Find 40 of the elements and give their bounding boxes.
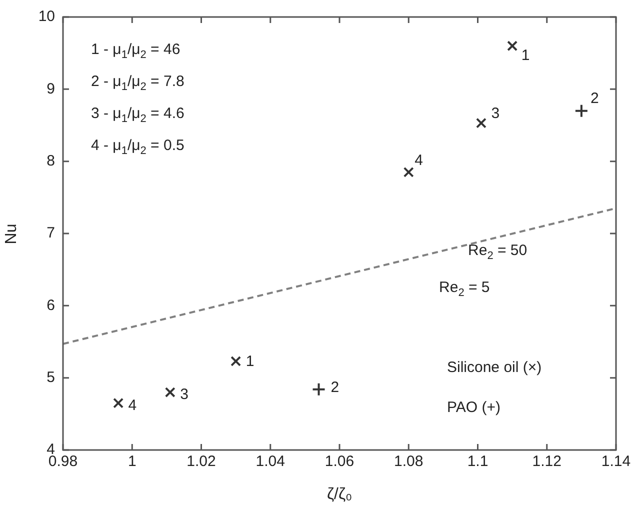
- annotation: 4: [128, 396, 137, 414]
- point: [164, 387, 176, 398]
- x-tick-label: 1.02: [186, 453, 216, 470]
- annotation: 2 - μ$_{1}$/μ$_{2}$ = 7.8: [91, 72, 184, 92]
- annotation: 3: [491, 104, 500, 122]
- y-tick-label: 7: [46, 224, 55, 242]
- x-tick-label: 1: [128, 453, 136, 470]
- annotation: 4: [414, 152, 423, 169]
- x-tick-label: 1.04: [256, 453, 285, 470]
- x-tick-label: 1.08: [394, 453, 424, 470]
- x-tick-label: 1.14: [601, 453, 631, 470]
- y-tick-label: 8: [46, 152, 55, 170]
- annotation: 3 - μ$_{1}$/μ$_{2}$ = 4.6: [91, 104, 184, 124]
- y-tick-label: 5: [46, 368, 55, 386]
- point: [507, 40, 518, 52]
- annotation: Silicone oil (×): [447, 358, 542, 376]
- annotation: 1 - μ$_{1}$/μ$_{2}$ = 46: [91, 40, 180, 60]
- annotation: Re$_{2}$ = 5: [439, 278, 490, 298]
- annotation: Re$_{2}$ = 50: [468, 242, 528, 262]
- point: [574, 104, 588, 118]
- y-tick-label: 9: [46, 80, 55, 98]
- point: [113, 398, 124, 408]
- y-axis-title: Nu: [3, 223, 22, 244]
- x-axis-title: ζ/ζ₀: [327, 486, 352, 504]
- y-tick-label: 10: [38, 8, 55, 26]
- annotation: 1: [521, 47, 530, 64]
- annotation: 2: [330, 378, 340, 396]
- annotation: 4 - μ$_{1}$/μ$_{2}$ = 0.5: [91, 136, 184, 156]
- annotation: 2: [590, 90, 599, 108]
- point: [230, 356, 242, 366]
- annotation: PAO (+): [447, 398, 500, 416]
- annotation: 3: [180, 386, 188, 403]
- y-tick-label: 6: [46, 296, 55, 314]
- x-tick-label: 1.06: [324, 453, 354, 470]
- x-tick-label: 1.12: [532, 453, 562, 470]
- x-tick-label: 1.1: [467, 453, 488, 470]
- point: [312, 382, 326, 396]
- point: [403, 166, 414, 178]
- annotation: 1: [246, 352, 254, 370]
- point: [476, 118, 486, 128]
